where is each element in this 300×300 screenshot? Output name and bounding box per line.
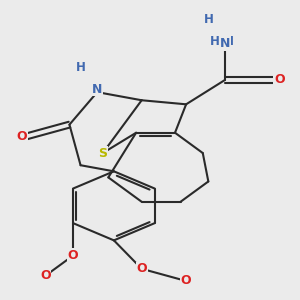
Text: N: N [220,37,230,50]
Text: N: N [92,83,102,96]
Text: O: O [17,130,27,143]
Text: O: O [274,74,285,86]
Text: O: O [136,262,147,275]
Text: S: S [98,146,107,160]
Text: H: H [76,61,85,74]
Text: O: O [68,249,78,262]
Text: O: O [40,269,50,282]
Text: O: O [181,274,191,287]
Text: H₂N: H₂N [210,35,235,48]
Text: H: H [203,13,213,26]
